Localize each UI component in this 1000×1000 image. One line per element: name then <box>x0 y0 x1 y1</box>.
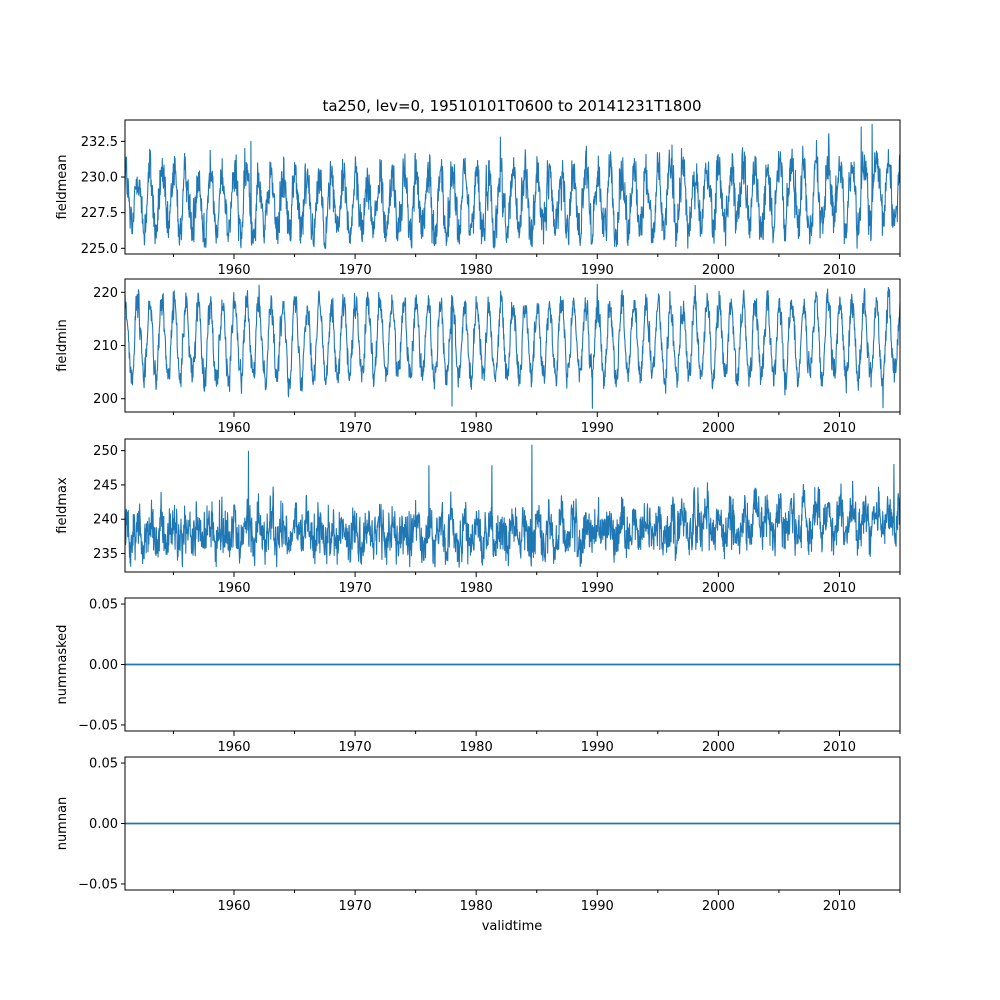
y-tick-label: 200 <box>93 392 118 407</box>
x-tick-label: 2000 <box>702 263 735 278</box>
y-axis-label-fieldmax: fieldmax <box>55 477 70 534</box>
x-tick-label: 1960 <box>217 899 250 914</box>
chart-title: ta250, lev=0, 19510101T0600 to 20141231T… <box>322 97 701 115</box>
y-tick-label: 220 <box>93 286 118 301</box>
x-tick-label: 2010 <box>823 740 856 755</box>
y-tick-label: 210 <box>93 339 118 354</box>
x-tick-label: 2010 <box>823 899 856 914</box>
x-tick-label: 1990 <box>581 263 614 278</box>
y-tick-label: 235 <box>93 547 118 562</box>
x-tick-label: 1970 <box>339 263 372 278</box>
y-tick-label: 245 <box>93 478 118 493</box>
y-tick-label: −0.05 <box>78 877 118 892</box>
x-tick-label: 1990 <box>581 740 614 755</box>
y-tick-label: 230.0 <box>81 171 118 186</box>
y-axis-label-numnan: numnan <box>55 797 70 851</box>
x-tick-label: 2000 <box>702 899 735 914</box>
x-tick-label: 2000 <box>702 740 735 755</box>
x-tick-label: 2010 <box>823 421 856 436</box>
subplot-nummasked: −0.05 0.00 0.05 1960 1970 1980 1990 2000 2010 num… <box>55 597 901 755</box>
y-tick-label: 0.00 <box>89 658 118 673</box>
x-tick-label: 1970 <box>339 740 372 755</box>
x-tick-label: 1990 <box>581 421 614 436</box>
y-tick-label: 232.5 <box>81 135 118 150</box>
y-tick-label: 0.05 <box>89 598 118 613</box>
x-tick-label: 2000 <box>702 421 735 436</box>
y-axis-label-fieldmin: fieldmin <box>55 319 70 372</box>
subplot-fieldmin: 200 210 220 1960 1970 1980 1990 2000 2010 fieldmi… <box>55 278 901 436</box>
x-tick-label: 1980 <box>460 263 493 278</box>
x-tick-label: 1960 <box>217 263 250 278</box>
y-tick-label: 225.0 <box>81 242 118 257</box>
x-axis-label: validtime <box>482 919 543 934</box>
series-line-fieldmean <box>125 123 900 249</box>
x-tick-label: 1980 <box>460 899 493 914</box>
y-tick-label: 250 <box>93 444 118 459</box>
y-tick-label: −0.05 <box>78 718 118 733</box>
x-tick-label: 1970 <box>339 421 372 436</box>
y-tick-label: 0.05 <box>89 757 118 772</box>
x-tick-label: 1970 <box>339 581 372 596</box>
y-tick-label: 227.5 <box>81 206 118 221</box>
x-tick-label: 2010 <box>823 263 856 278</box>
x-tick-label: 1960 <box>217 421 250 436</box>
x-tick-label: 2010 <box>823 581 856 596</box>
subplot-numnan: −0.05 0.00 0.05 1960 1970 1980 1990 2000 2010 num… <box>55 756 901 914</box>
y-tick-label: 240 <box>93 513 118 528</box>
y-axis-label-nummasked: nummasked <box>55 625 70 705</box>
y-tick-label: 0.00 <box>89 817 118 832</box>
x-tick-label: 1970 <box>339 899 372 914</box>
x-tick-label: 1980 <box>460 581 493 596</box>
plot-frame-fieldmean <box>124 119 901 255</box>
x-tick-label: 1980 <box>460 740 493 755</box>
x-tick-label: 1990 <box>581 899 614 914</box>
x-tick-label: 1980 <box>460 421 493 436</box>
subplot-fieldmax: 235 240 245 250 1960 1970 1980 1990 2000 2010 fiel… <box>55 438 901 596</box>
x-tick-label: 1960 <box>217 740 250 755</box>
x-tick-label: 1960 <box>217 581 250 596</box>
x-tick-label: 1990 <box>581 581 614 596</box>
plot-frame-fieldmax <box>124 438 901 573</box>
x-tick-label: 2000 <box>702 581 735 596</box>
y-axis-label-fieldmean: fieldmean <box>55 155 70 220</box>
series-line-fieldmax <box>125 444 900 568</box>
subplot-fieldmean: 225.0 227.5 230.0 232.5 1960 1970 1980 1990 2000… <box>55 119 901 278</box>
series-line-fieldmin <box>125 283 900 409</box>
